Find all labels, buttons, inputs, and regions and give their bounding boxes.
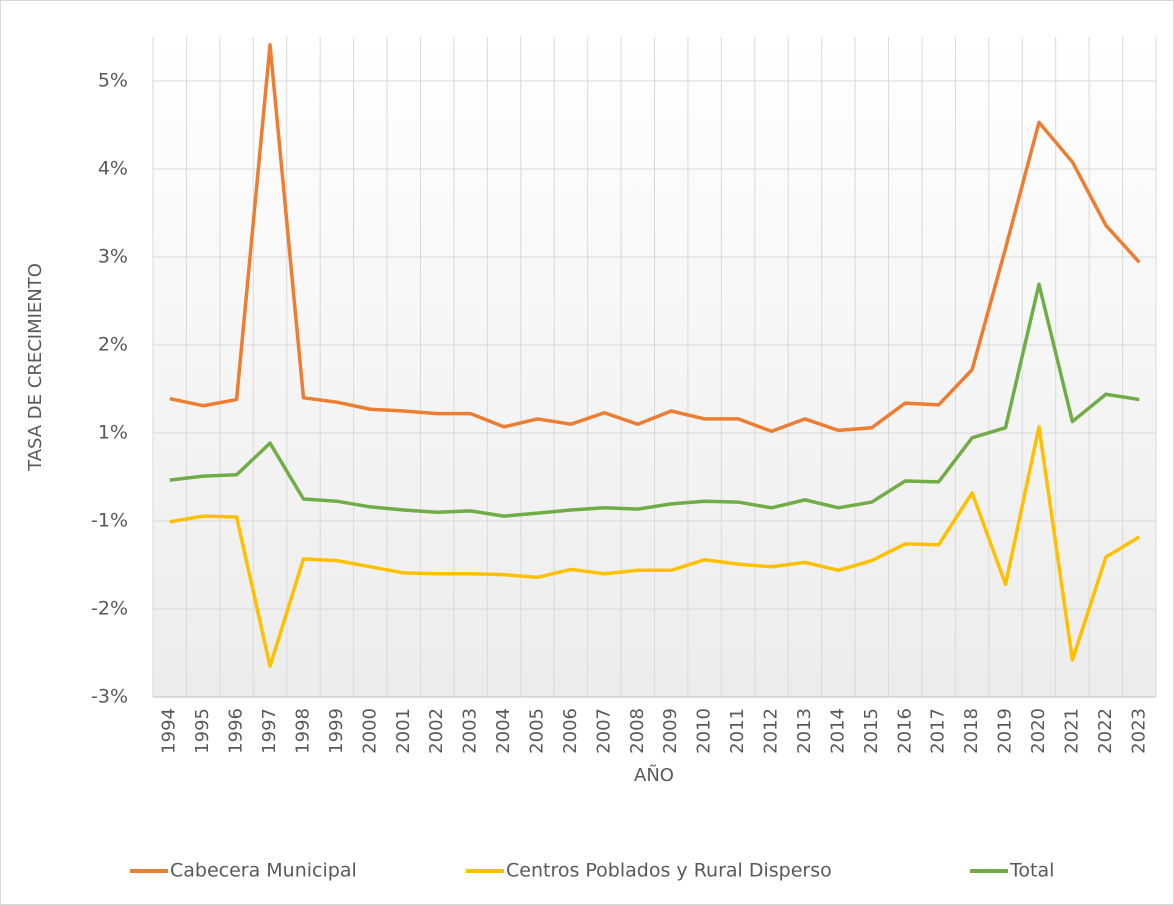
x-tick-label: 2007 xyxy=(593,708,614,754)
x-tick-label: 1996 xyxy=(226,708,247,754)
x-tick-label: 2004 xyxy=(493,708,514,754)
x-tick-label: 2009 xyxy=(660,708,681,754)
x-tick-label: 2013 xyxy=(794,708,815,754)
x-tick-label: 2017 xyxy=(928,708,949,754)
y-tick-label: 3% xyxy=(98,246,128,268)
x-tick-label: 2006 xyxy=(560,708,581,754)
x-tick-label: 2012 xyxy=(761,708,782,754)
x-tick-label: 2021 xyxy=(1061,708,1082,754)
x-tick-label: 1994 xyxy=(159,708,180,754)
x-tick-label: 1997 xyxy=(259,708,280,754)
y-tick-label: 2% xyxy=(98,334,128,356)
x-tick-label: 2023 xyxy=(1128,708,1149,754)
x-tick-label: 2010 xyxy=(694,708,715,754)
y-tick-label: 4% xyxy=(98,158,128,180)
x-tick-label: 2014 xyxy=(827,708,848,754)
x-tick-label: 2020 xyxy=(1028,708,1049,754)
x-tick-label: 1999 xyxy=(326,708,347,754)
y-tick-label: -2% xyxy=(91,598,128,620)
y-tick-label: -3% xyxy=(91,686,128,708)
y-tick-label: 1% xyxy=(98,422,128,444)
x-tick-label: 2000 xyxy=(359,708,380,754)
y-tick-label: -1% xyxy=(91,510,128,532)
x-tick-label: 2008 xyxy=(627,708,648,754)
legend-label: Total xyxy=(1009,860,1054,882)
x-axis-label: AÑO xyxy=(634,764,674,786)
x-tick-label: 2003 xyxy=(460,708,481,754)
x-tick-label: 2018 xyxy=(961,708,982,754)
legend-label: Cabecera Municipal xyxy=(170,860,357,882)
series-line xyxy=(169,282,1140,518)
legend-label: Centros Poblados y Rural Disperso xyxy=(506,860,832,882)
x-tick-label: 2022 xyxy=(1095,708,1116,754)
x-tick-label: 2005 xyxy=(526,708,547,754)
x-tick-label: 2019 xyxy=(995,708,1016,754)
x-tick-label: 2002 xyxy=(426,708,447,754)
x-tick-label: 1998 xyxy=(292,708,313,754)
y-tick-label: 5% xyxy=(98,70,128,92)
x-tick-label: 2011 xyxy=(727,708,748,754)
y-axis-label: TASA DE CRECIMIENTO xyxy=(25,263,46,472)
series-line xyxy=(169,43,1141,433)
x-tick-label: 2001 xyxy=(393,708,414,754)
series-line xyxy=(169,425,1141,668)
x-tick-label: 2015 xyxy=(861,708,882,754)
x-tick-label: 2016 xyxy=(894,708,915,754)
x-tick-label: 1995 xyxy=(192,708,213,754)
